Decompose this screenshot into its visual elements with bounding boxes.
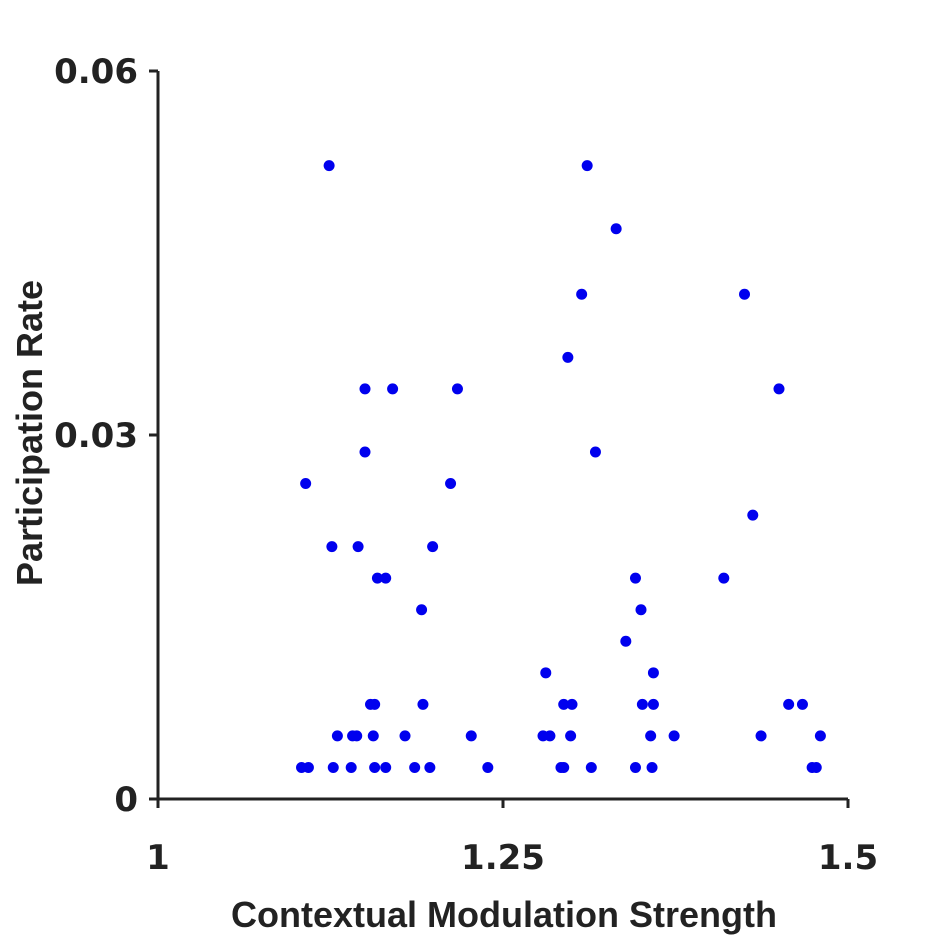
- data-point: [367, 730, 379, 742]
- data-point: [755, 730, 767, 742]
- data-point: [589, 446, 601, 458]
- data-point: [369, 698, 381, 710]
- data-point: [359, 446, 371, 458]
- data-point: [562, 351, 574, 363]
- data-point: [300, 478, 312, 490]
- data-point: [417, 698, 429, 710]
- ticks-layer: 0 0.03 0.06 1 1.25 1.5: [54, 52, 878, 878]
- data-point: [558, 698, 570, 710]
- data-point: [718, 572, 730, 584]
- data-point: [331, 730, 343, 742]
- data-point: [409, 761, 421, 773]
- data-point: [427, 541, 439, 553]
- data-point: [783, 698, 795, 710]
- x-tick-label: 1: [146, 838, 170, 878]
- data-point: [540, 667, 552, 679]
- data-point: [814, 730, 826, 742]
- data-point: [645, 730, 657, 742]
- data-point: [465, 730, 477, 742]
- data-point: [380, 761, 392, 773]
- x-tick-label: 1.25: [461, 838, 545, 878]
- data-point: [558, 761, 570, 773]
- data-point: [585, 761, 597, 773]
- data-point: [629, 761, 641, 773]
- data-point: [451, 383, 463, 395]
- data-point: [581, 160, 593, 172]
- data-point: [387, 383, 399, 395]
- data-point: [565, 730, 577, 742]
- data-point: [747, 509, 759, 521]
- y-tick-label: 0.03: [54, 416, 138, 456]
- data-point: [576, 288, 588, 300]
- data-point: [647, 698, 659, 710]
- data-point: [416, 604, 428, 616]
- x-tick-label: 1.5: [818, 838, 878, 878]
- data-point: [327, 761, 339, 773]
- data-point: [773, 383, 785, 395]
- data-point: [351, 730, 363, 742]
- data-point: [359, 383, 371, 395]
- data-point: [620, 635, 632, 647]
- data-point: [646, 761, 658, 773]
- data-point: [739, 288, 750, 300]
- y-axis-title: Participation Rate: [9, 280, 50, 586]
- data-point: [544, 730, 556, 742]
- data-point: [352, 541, 364, 553]
- data-point: [380, 572, 392, 584]
- data-point: [424, 761, 436, 773]
- data-point: [610, 223, 622, 235]
- data-point: [445, 478, 457, 490]
- data-point: [302, 761, 314, 773]
- data-point: [323, 160, 335, 172]
- y-tick-label: 0: [114, 780, 138, 820]
- data-point: [635, 604, 647, 616]
- points-layer: [296, 160, 826, 773]
- data-point: [668, 730, 680, 742]
- data-point: [345, 761, 357, 773]
- data-point: [647, 667, 659, 679]
- data-point: [326, 541, 338, 553]
- data-point: [629, 572, 641, 584]
- data-point: [796, 698, 808, 710]
- data-point: [566, 698, 578, 710]
- x-axis-title: Contextual Modulation Strength: [231, 894, 777, 935]
- data-point: [371, 572, 383, 584]
- data-point: [636, 698, 648, 710]
- data-point: [399, 730, 411, 742]
- data-point: [810, 761, 822, 773]
- y-tick-label: 0.06: [54, 52, 138, 92]
- data-point: [482, 761, 494, 773]
- data-point: [369, 761, 381, 773]
